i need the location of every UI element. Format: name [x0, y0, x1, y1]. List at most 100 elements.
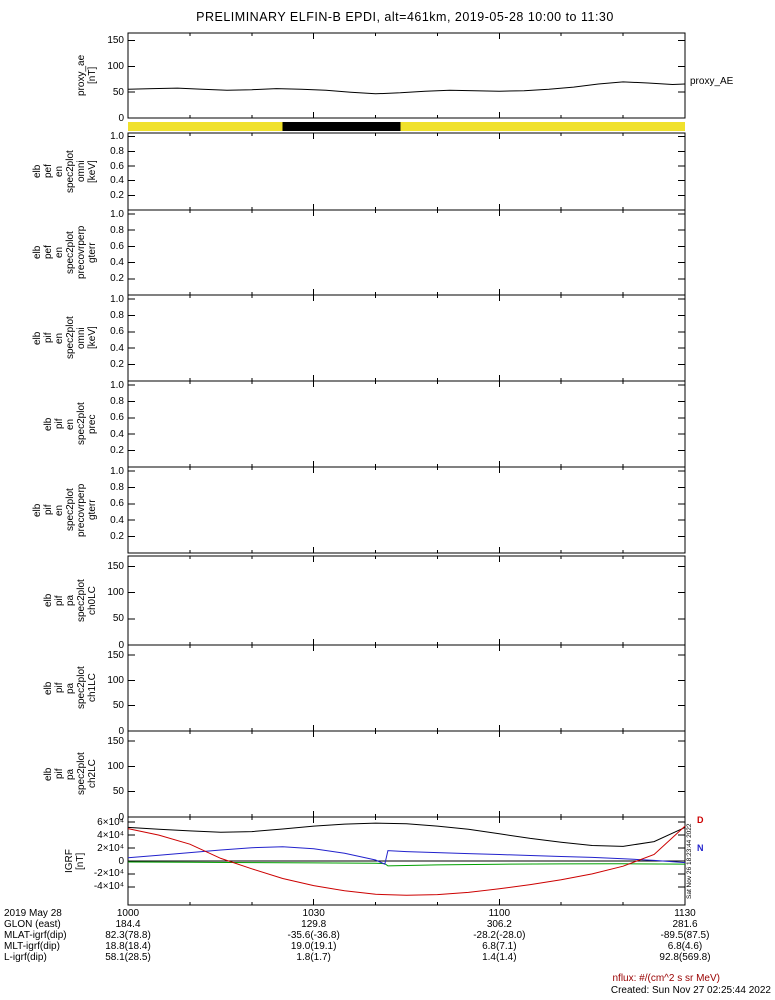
- panel-ylabel-line: omni: [76, 160, 87, 183]
- panel-ylabel-line: pa: [65, 594, 76, 607]
- y-tick-label: 0.8: [110, 309, 124, 321]
- y-tick-label: 50: [112, 786, 124, 798]
- panel-ylabel-line: pa: [65, 768, 76, 780]
- y-tick-label: 0.2: [110, 445, 124, 457]
- annotation-row-value: 306.2: [486, 919, 512, 930]
- y-tick-label: 100: [107, 587, 124, 599]
- panel-ylabel-line: pa: [65, 682, 76, 694]
- y-tick-label: 100: [107, 60, 124, 72]
- y-tick-label: 2×10⁴: [97, 842, 124, 854]
- panel-ylabel-line: pif: [54, 418, 65, 430]
- y-tick-label: 50: [112, 86, 124, 98]
- y-tick-label: 0.2: [110, 273, 124, 285]
- panel-ylabel-line: pif: [54, 768, 65, 780]
- panel-ylabel-line: ch0LC: [87, 586, 98, 615]
- availability-segment: [282, 122, 401, 131]
- panel-ylabel-line: en: [54, 165, 65, 178]
- panel-ylabel-line: spec2plot: [76, 402, 87, 446]
- annotation-row-value: -28.2(-28.0): [473, 930, 526, 941]
- y-tick-label: 0.8: [110, 224, 124, 236]
- y-tick-label: 0.4: [110, 257, 124, 269]
- panel-ylabel-line: spec2plot: [76, 579, 87, 622]
- annotation-row-label: L-igrf(dip): [4, 952, 47, 963]
- panel-ylabel-line: precovrperp: [76, 483, 87, 537]
- y-tick-label: 0.8: [110, 481, 124, 493]
- y-tick-label: 100: [107, 674, 124, 686]
- annotation-row-value: 184.4: [115, 919, 141, 930]
- y-tick-label: 1.0: [110, 465, 124, 477]
- y-tick-label: -2×10⁴: [93, 868, 124, 880]
- panel-ylabel-line: pif: [54, 682, 65, 694]
- panel-ylabel-line: [keV]: [87, 326, 98, 350]
- annotation-row-value: 82.3(78.8): [105, 930, 151, 941]
- panel-box-proxy_ae: [127, 32, 686, 119]
- series-igrf_blue: [127, 846, 686, 865]
- annotation-row-value: -89.5(87.5): [660, 930, 710, 941]
- y-tick-label: 150: [107, 560, 124, 572]
- panel-ylabel-line: spec2plot: [65, 316, 76, 360]
- y-tick-label: 0: [118, 112, 124, 124]
- panel-ylabel-line: en: [54, 332, 65, 344]
- y-tick-label: 0.2: [110, 189, 124, 201]
- panel-ylabel-line: pif: [54, 595, 65, 606]
- igrf-timestamp-vertical: Sat Nov 26 18:23:44 2022: [686, 823, 693, 899]
- panel-ylabel-line: pef: [43, 245, 54, 260]
- proxy-ae-right-label: proxy_AE: [690, 76, 734, 87]
- panel-ylabel-line: ch2LC: [87, 759, 98, 789]
- created-timestamp: Created: Sun Nov 27 02:25:44 2022: [610, 985, 771, 996]
- panel-ylabel-line: pef: [43, 164, 54, 179]
- panel-ylabel-line: elb: [32, 245, 43, 260]
- annotation-row-label: 2019 May 28: [4, 908, 62, 919]
- y-tick-label: 150: [107, 649, 124, 661]
- panel-ylabel-line: proxy_ae: [76, 54, 87, 97]
- annotation-row-label: GLON (east): [4, 919, 61, 930]
- y-tick-label: 1.0: [110, 379, 124, 391]
- annotation-row-value: 1.4(1.4): [482, 952, 517, 963]
- series-igrf_red: [127, 825, 686, 896]
- panel-ylabel-line: elb: [32, 164, 43, 179]
- panel-ylabel-line: precovrperp: [76, 225, 87, 280]
- y-tick-label: 0.2: [110, 531, 124, 543]
- y-tick-label: 0.4: [110, 428, 124, 440]
- panel-ylabel-line: ch1LC: [87, 673, 98, 703]
- igrf-series-letter: N: [697, 843, 704, 853]
- y-tick-label: -4×10⁴: [93, 881, 124, 893]
- series-igrf_black: [127, 822, 686, 847]
- panel-ylabel-line: en: [54, 504, 65, 516]
- y-tick-label: 50: [112, 613, 124, 625]
- annotation-row-value: 129.8: [301, 919, 327, 930]
- panel-ylabel-line: omni: [76, 327, 87, 349]
- panel-ylabel-line: elb: [32, 331, 43, 345]
- annotation-row-value: 92.8(569.8): [659, 952, 711, 963]
- y-tick-label: 150: [107, 735, 124, 747]
- x-time-label: 1030: [302, 908, 325, 919]
- panel-ylabel-line: elb: [43, 681, 54, 695]
- y-tick-label: 0.4: [110, 342, 124, 354]
- annotation-row-value: 58.1(28.5): [105, 952, 151, 963]
- y-tick-label: 0.2: [110, 359, 124, 371]
- panel-ylabel-line: spec2plot: [65, 231, 76, 274]
- panel-ylabel-line: elb: [32, 503, 43, 517]
- panel-ylabel-line: [keV]: [87, 160, 98, 183]
- panel-ylabel-line: prec: [87, 414, 98, 434]
- annotation-row-value: 1.8(1.7): [296, 952, 331, 963]
- annotation-row-value: 19.0(19.1): [290, 941, 337, 952]
- panel-ylabel-line: en: [65, 418, 76, 430]
- annotation-row-value: 6.8(7.1): [482, 941, 517, 952]
- panel-ylabel-line: elb: [43, 593, 54, 608]
- y-tick-label: 0.4: [110, 514, 124, 526]
- y-tick-label: 0: [118, 811, 124, 823]
- plot-title: PRELIMINARY ELFIN-B EPDI, alt=461km, 201…: [196, 10, 614, 24]
- y-tick-label: 50: [112, 700, 124, 712]
- y-tick-label: 0: [118, 855, 124, 867]
- y-tick-label: 0.6: [110, 498, 124, 510]
- panel-ylabel-line: spec2plot: [65, 488, 76, 532]
- y-tick-label: 0.6: [110, 412, 124, 424]
- y-tick-label: 4×10⁴: [97, 829, 124, 841]
- y-tick-label: 0: [118, 725, 124, 737]
- panel-ylabel-line: elb: [43, 417, 54, 431]
- series-proxy_AE: [127, 81, 686, 95]
